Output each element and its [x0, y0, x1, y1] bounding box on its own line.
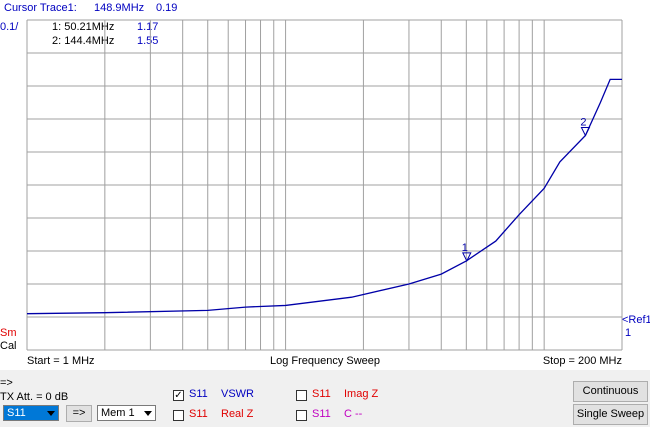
trace-label: Imag Z [344, 388, 379, 400]
trace-select[interactable]: S11 [3, 405, 59, 421]
marker [461, 252, 472, 263]
arrow-label: => [0, 377, 13, 389]
marker-label: 1 [462, 242, 468, 254]
sweep-mode: Log Frequency Sweep [270, 355, 380, 367]
sm-label: Sm [0, 327, 17, 339]
tx-att: TX Att. = 0 dB [0, 391, 69, 403]
readout-freq: 2: 144.4MHz [52, 35, 114, 47]
trace-param: S11 [312, 408, 331, 420]
checkbox[interactable] [173, 410, 184, 421]
readout-freq: 1: 50.21MHz [52, 21, 114, 33]
readout-value: 1.17 [137, 21, 158, 33]
apply-button[interactable]: => [66, 405, 92, 422]
stop-label: Stop = 200 MHz [543, 355, 622, 367]
trace-label: C -- [344, 408, 363, 420]
cursor-label: Cursor Trace1: [4, 2, 77, 14]
trace-param: S11 [312, 388, 331, 400]
cursor-freq: 148.9MHz [94, 2, 144, 14]
cal-label: Cal [0, 340, 17, 352]
trace-label: Real Z [221, 408, 254, 420]
marker-label: 2 [580, 116, 586, 128]
ref-label: <Ref1 [622, 314, 650, 326]
trace-param: S11 [189, 408, 208, 420]
cursor-value: 0.19 [156, 2, 177, 14]
checkbox[interactable] [296, 390, 307, 401]
trace-label: VSWR [221, 388, 254, 400]
checkbox[interactable] [296, 410, 307, 421]
marker [580, 127, 591, 137]
readout-value: 1.55 [137, 35, 158, 47]
trace-param: S11 [189, 388, 208, 400]
scale-label: 0.1/ [0, 21, 19, 33]
checkbox[interactable]: ✓ [173, 390, 184, 401]
ref-value: 1 [625, 327, 631, 339]
single-sweep-button[interactable]: Single Sweep [573, 404, 648, 425]
continuous-button[interactable]: Continuous [573, 381, 648, 402]
start-label: Start = 1 MHz [27, 355, 95, 367]
memory-select[interactable]: Mem 1 [97, 405, 156, 421]
